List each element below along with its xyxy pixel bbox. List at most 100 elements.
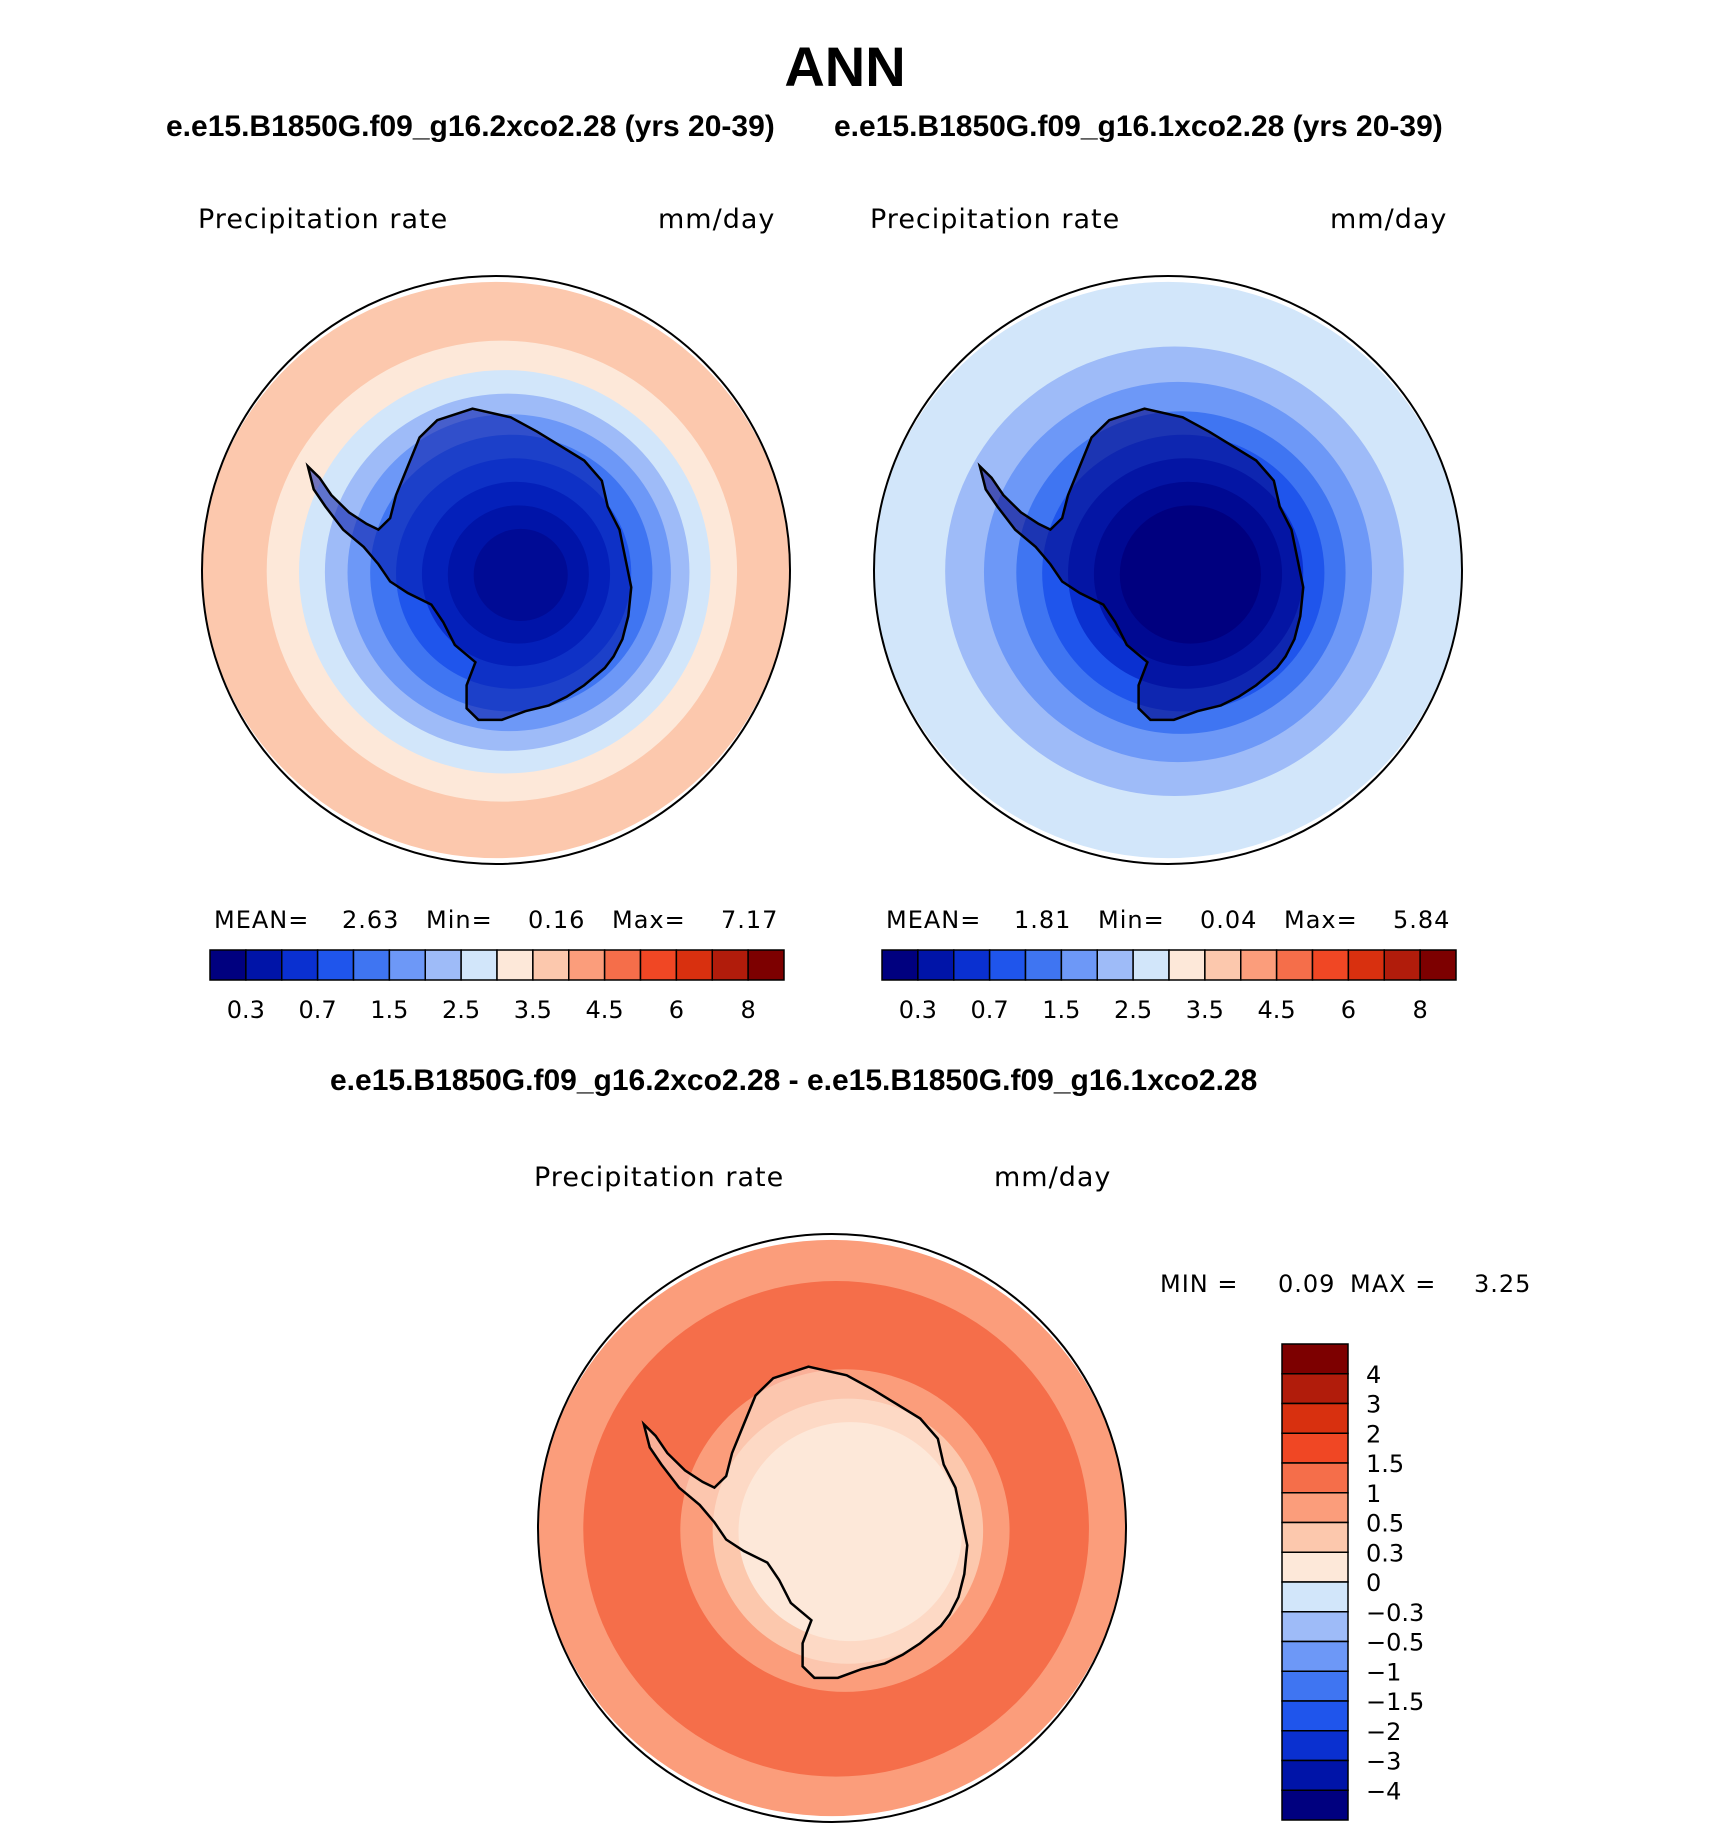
colorbar-panel3-tick-label: 1 [1366,1480,1381,1508]
colorbar-panel1-box [603,949,642,981]
colorbar-panel3-tick-label: 0.5 [1366,1510,1404,1538]
colorbar-panel1-tick-label: 3.5 [514,996,552,1024]
colorbar-panel3-box [1281,1759,1349,1791]
page-title: ANN [784,35,906,98]
colorbar-panel1-box [245,949,283,981]
colorbar-panel3-box [1281,1373,1349,1405]
panel2-max-label: Max= [1284,906,1358,934]
colorbar-panel2-box [1419,949,1457,981]
map-panel2 [873,275,1463,865]
colorbar-panel3-box [1281,1462,1349,1494]
panel1-units-label: mm/day [658,204,776,235]
panel2-mean-value: 1.81 [1014,906,1072,934]
colorbar-panel2-box [881,949,919,981]
colorbar-panel2-box [1132,949,1170,981]
diff-title: e.e15.B1850G.f09_g16.2xco2.28 - e.e15.B1… [330,1064,1258,1097]
colorbar-panel2-box [1168,949,1206,981]
colorbar-panel1-tick-label: 0.3 [227,996,265,1024]
colorbar-panel2-box [1275,949,1314,981]
panel1-min-value: 0.16 [528,906,586,934]
colorbar-panel3-tick-label: −0.3 [1366,1599,1424,1627]
panel2-min-label: Min= [1098,906,1165,934]
map-panel2-continent-fill [979,408,1304,720]
map-panel3-coastline [641,1365,969,1680]
colorbar-panel2-box [1204,949,1242,981]
colorbar-panel2-box [1096,949,1134,981]
colorbar-panel3-tick-label: 2 [1366,1420,1381,1448]
colorbar-panel3-box [1281,1551,1349,1583]
colorbar-panel3-tick-label: 1.5 [1366,1450,1404,1478]
colorbar-panel1-tick-label: 6 [669,996,684,1024]
colorbar-panel1-box [532,949,570,981]
colorbar-panel2-tick-label: 6 [1341,996,1356,1024]
colorbar-panel3-tick-label: −2 [1366,1718,1401,1746]
colorbar-panel2-box [988,949,1027,981]
colorbar-panel2-box [1347,949,1385,981]
colorbar-panel1-tick-label: 1.5 [370,996,408,1024]
colorbar-panel2-box [1383,949,1421,981]
colorbar-panel1-tick-label: 4.5 [586,996,624,1024]
map-panel2-border [873,275,1463,865]
colorbar-panel3-box [1281,1611,1349,1643]
map-panel1-continent-fill [307,408,632,720]
map-panel1 [201,275,791,865]
map-panel3 [537,1233,1127,1823]
colorbar-panel3-box [1281,1789,1349,1821]
panel2-variable-label: Precipitation rate [870,204,1121,235]
colorbar-panel2-tick-label: 0.7 [971,996,1009,1024]
colorbar-panel1-box [711,949,749,981]
colorbar-panel1-box [568,949,606,981]
colorbar-panel1-tick-label: 0.7 [299,996,337,1024]
panel3-max-label: MAX = [1350,1270,1437,1298]
colorbar-panel1-box [352,949,391,981]
colorbar-panel3-tick-label: 3 [1366,1391,1381,1419]
colorbar-panel3-box [1281,1640,1349,1672]
panel1-max-value: 7.17 [721,906,779,934]
colorbar-panel1-tick-label: 8 [740,996,755,1024]
colorbar-panel1-box [747,949,785,981]
map-panel2-coastline [977,407,1305,722]
colorbar-panel3-box [1281,1700,1349,1732]
colorbar-panel2: 0.3 0.7 1.5 2.5 3.5 4.5 6 8 [881,949,1457,1024]
colorbar-panel2-box [1060,949,1098,981]
colorbar-panel2-tick-label: 1.5 [1042,996,1080,1024]
colorbar-panel1-box [496,949,534,981]
panel3-max-value: 3.25 [1474,1270,1532,1298]
colorbar-panel2-tick-label: 2.5 [1114,996,1152,1024]
panel3-min-label: MIN = [1160,1270,1239,1298]
colorbar-panel3-tick-label: −1.5 [1366,1688,1424,1716]
colorbar-panel1-box [281,949,319,981]
panel2-mean-label: MEAN= [886,906,982,934]
panel1-max-label: Max= [612,906,686,934]
colorbar-panel3-tick-label: 0.3 [1366,1539,1404,1567]
colorbar-panel3-tick-label: −0.5 [1366,1629,1424,1657]
colorbar-panel1-tick-label: 2.5 [442,996,480,1024]
panel3-min-value: 0.09 [1278,1270,1336,1298]
colorbar-panel1-box [424,949,462,981]
colorbar-panel3-box [1281,1402,1349,1434]
panel1-min-label: Min= [426,906,493,934]
colorbar-panel3-box [1281,1730,1349,1762]
colorbar-panel3-tick-label: 4 [1366,1361,1381,1389]
subtitle-left: e.e15.B1850G.f09_g16.2xco2.28 (yrs 20-39… [166,110,775,143]
panel2-min-value: 0.04 [1200,906,1258,934]
colorbar-panel1: 0.3 0.7 1.5 2.5 3.5 4.5 6 8 [209,949,785,1024]
colorbar-panel2-box [917,949,955,981]
colorbar-panel2-tick-label: 3.5 [1186,996,1224,1024]
panel1-variable-label: Precipitation rate [198,204,449,235]
colorbar-panel1-box [316,949,355,981]
colorbar-panel2-box [1311,949,1350,981]
colorbar-panel3-box [1281,1581,1349,1613]
panel1-mean-value: 2.63 [342,906,400,934]
map-panel1-coastline [305,407,633,722]
colorbar-panel1-box [388,949,426,981]
colorbar-panel3-tick-label: −1 [1366,1658,1401,1686]
colorbar-panel2-tick-label: 4.5 [1258,996,1296,1024]
colorbar-panel3-tick-label: −4 [1366,1777,1401,1805]
colorbar-panel3-box [1281,1521,1349,1553]
colorbar-panel1-box [639,949,678,981]
colorbar-panel1-box [675,949,713,981]
colorbar-panel2-tick-label: 0.3 [899,996,937,1024]
